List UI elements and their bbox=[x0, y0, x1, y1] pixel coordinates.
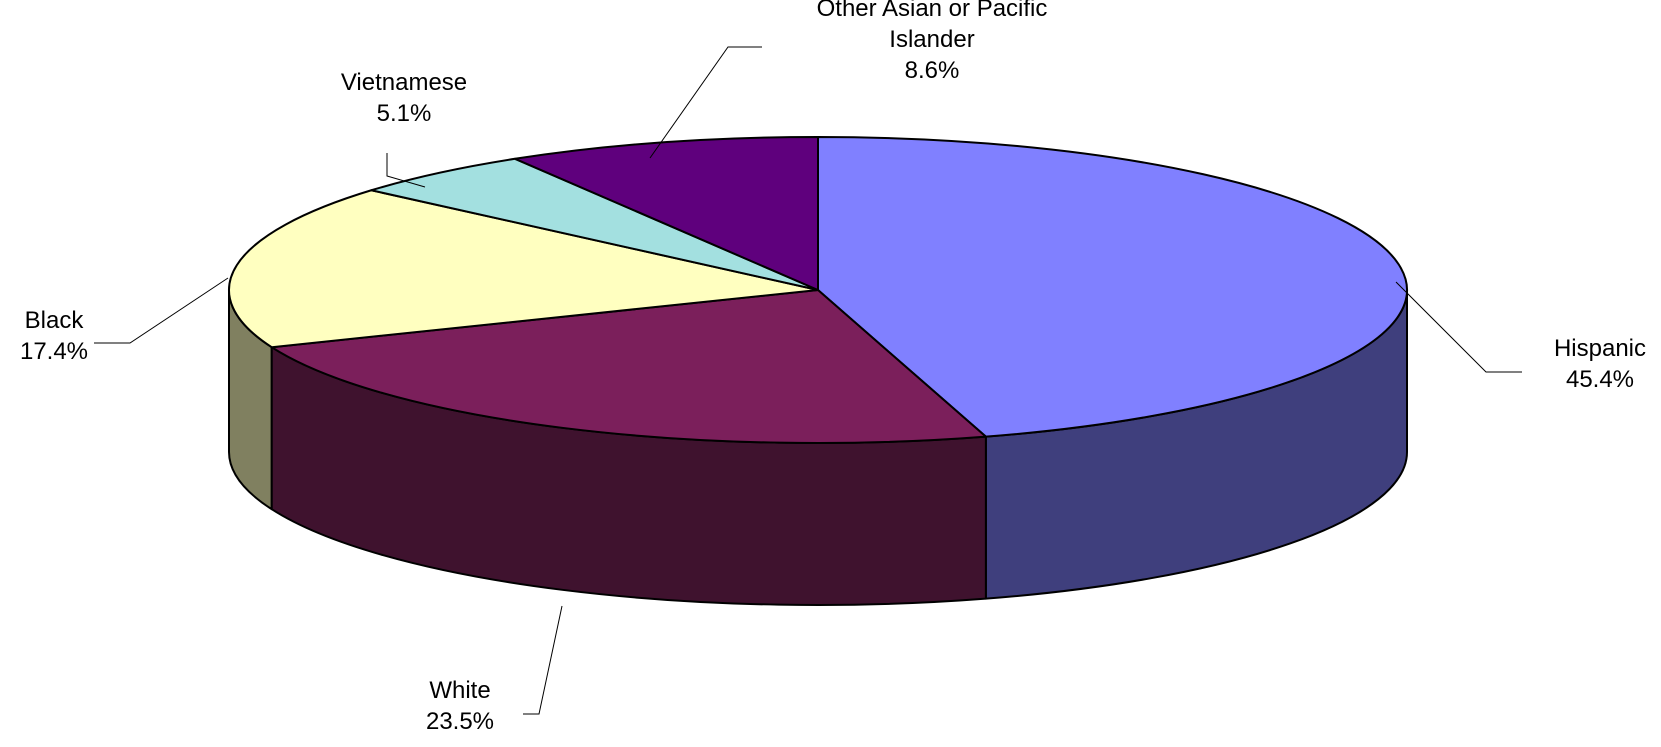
slice-percent: 5.1% bbox=[377, 100, 432, 127]
slice-name: Vietnamese bbox=[341, 69, 467, 96]
slice-label-hispanic: Hispanic 45.4% bbox=[1554, 335, 1646, 393]
slice-percent: 8.6% bbox=[905, 57, 960, 84]
leader-line-white bbox=[523, 605, 563, 715]
leader-line-vietnamese bbox=[386, 153, 426, 188]
slice-label-black: Black 17.4% bbox=[20, 307, 88, 365]
leader-lines bbox=[94, 46, 1522, 715]
slice-name: Other Asian or Pacific bbox=[817, 0, 1048, 22]
slice-label-other-asian-or-pacific-islander: Other Asian or Pacific Islander 8.6% bbox=[817, 0, 1048, 84]
pie-slice-black bbox=[228, 189, 819, 349]
slice-name: Black bbox=[25, 307, 85, 334]
slice-name: Islander bbox=[889, 26, 974, 53]
slice-percent: 17.4% bbox=[20, 338, 88, 365]
slice-label-vietnamese: Vietnamese 5.1% bbox=[341, 69, 467, 127]
leader-line-hispanic bbox=[1395, 281, 1522, 373]
leader-line-other-asian-or-pacific-islander bbox=[649, 46, 762, 159]
slice-percent: 45.4% bbox=[1566, 366, 1634, 393]
slice-percent: 23.5% bbox=[426, 708, 494, 735]
leader-line-black bbox=[94, 277, 229, 344]
slice-labels: Hispanic 45.4% White 23.5% Black 17.4% Vietnam… bbox=[20, 0, 1646, 735]
pie-side-walls bbox=[228, 289, 1408, 606]
slice-name: White bbox=[429, 677, 490, 704]
slice-name: Hispanic bbox=[1554, 335, 1646, 362]
pie-slice-white bbox=[270, 289, 987, 444]
pie-slice-vietnamese bbox=[370, 157, 819, 291]
pie-slice-hispanic bbox=[817, 136, 1408, 438]
pie-slices bbox=[228, 136, 1408, 444]
slice-label-white: White 23.5% bbox=[426, 677, 494, 735]
